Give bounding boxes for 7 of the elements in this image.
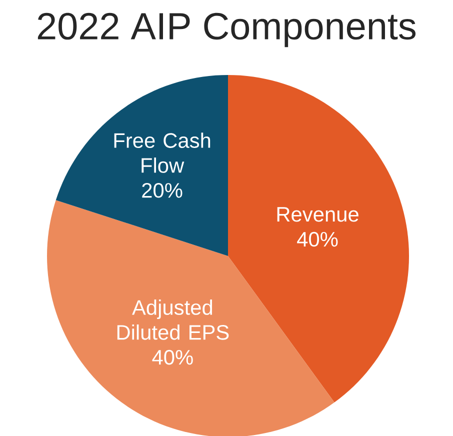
chart-title: 2022 AIP Components — [38, 12, 416, 48]
data-label: 20% — [142, 182, 182, 198]
slice-label: Free Cash Flow — [114, 132, 210, 173]
slice-label: Adjusted Diluted EPS — [117, 300, 229, 340]
data-label: 40% — [297, 232, 338, 247]
data-label: 40% — [152, 350, 193, 365]
slice-label: Revenue — [277, 207, 358, 222]
